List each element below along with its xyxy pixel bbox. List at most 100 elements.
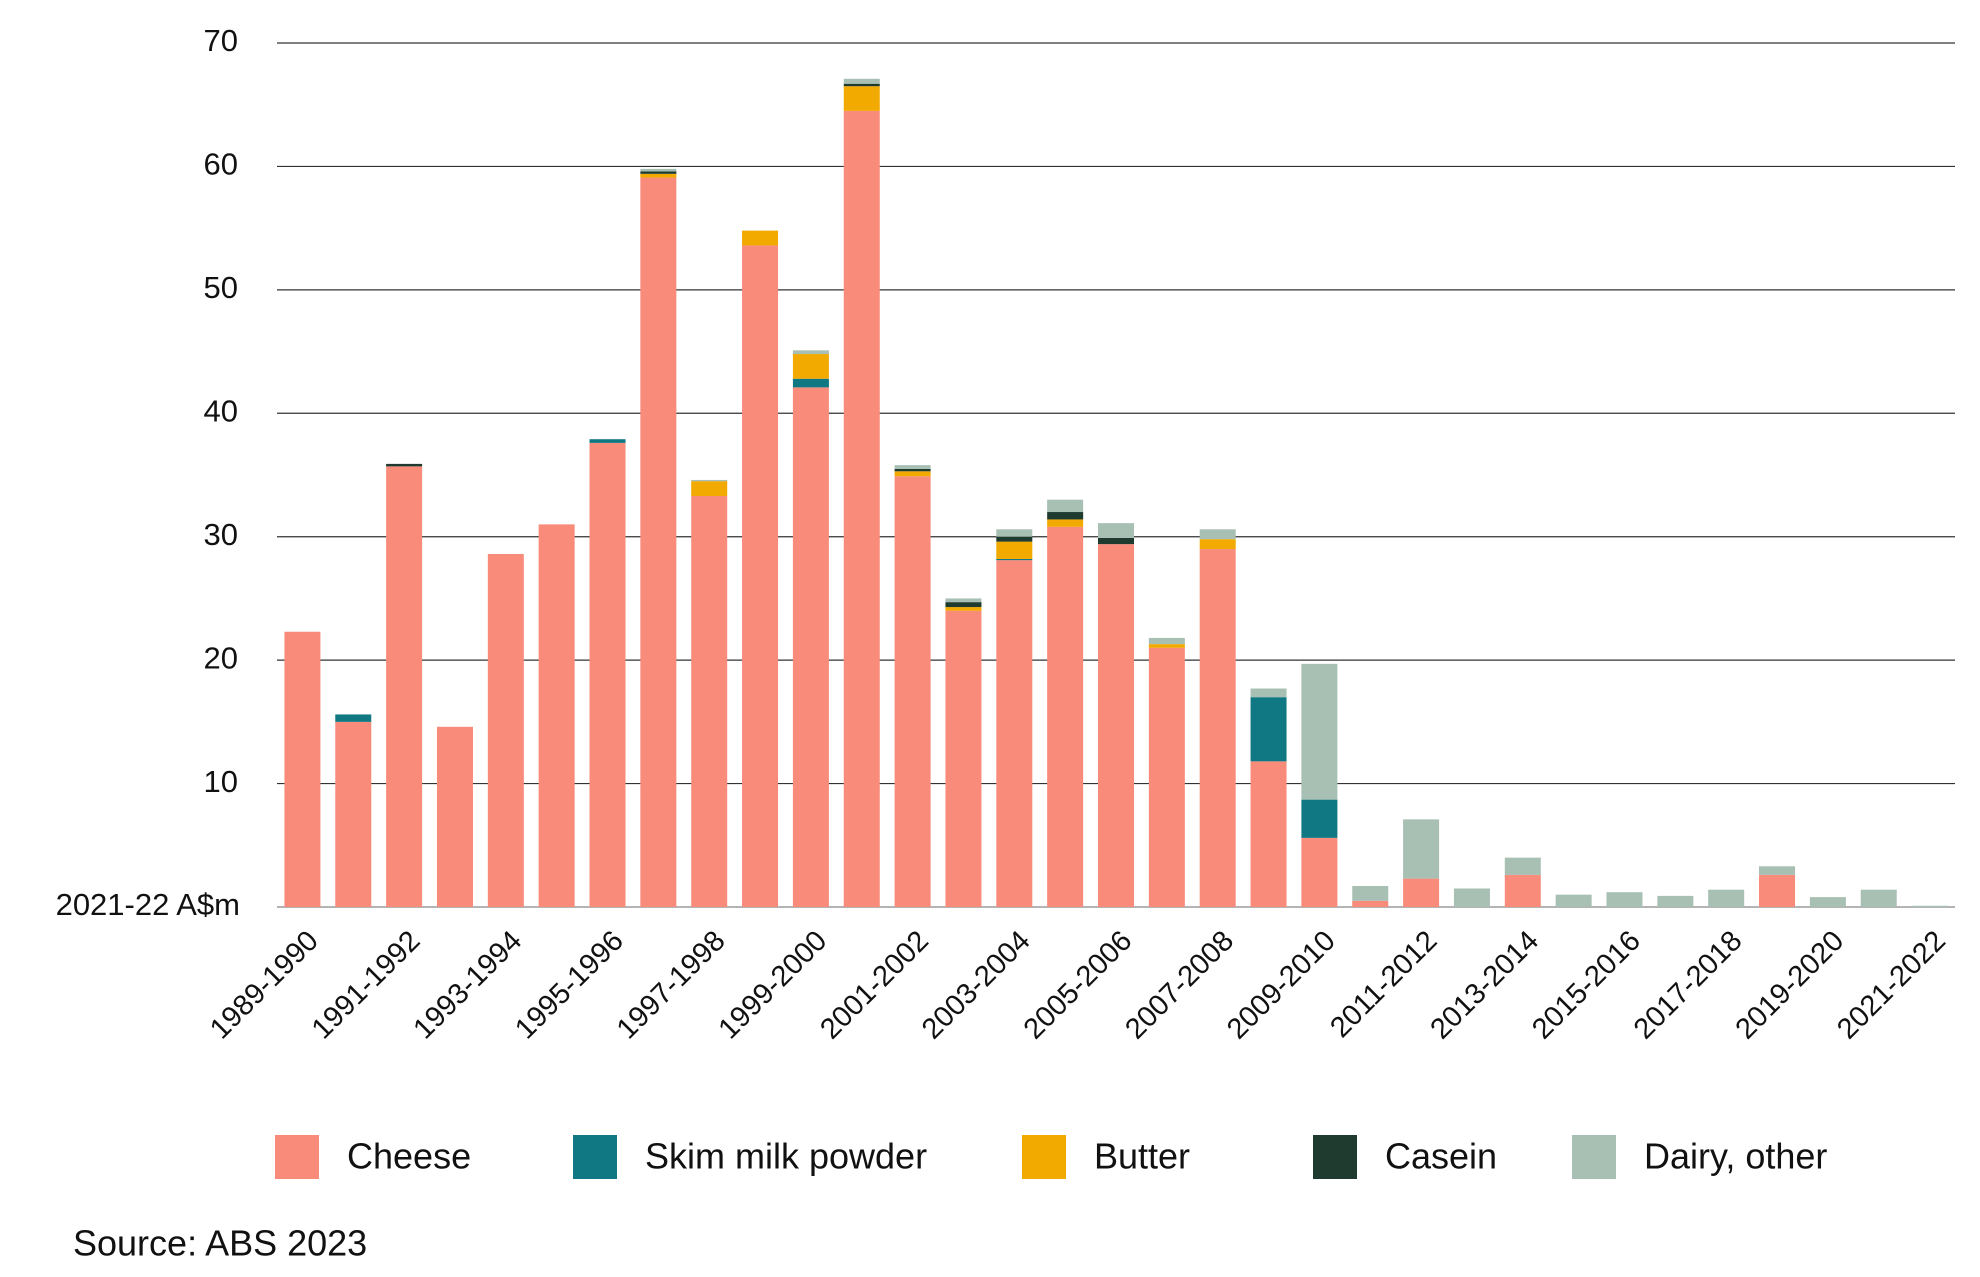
bar-segment xyxy=(843,86,880,111)
x-tick-label: 2007-2008 xyxy=(1119,925,1240,1046)
bar-segment xyxy=(742,245,779,907)
bar-segment xyxy=(792,378,829,388)
bar-segment xyxy=(538,524,575,907)
bar-segment xyxy=(1047,519,1084,527)
bar-segment xyxy=(386,466,423,907)
y-tick-label: 2021-22 A$m xyxy=(56,887,240,922)
bar-segment xyxy=(386,463,423,467)
legend-label: Butter xyxy=(1094,1136,1190,1177)
legend-swatch xyxy=(275,1135,319,1179)
bar-segment xyxy=(1098,537,1134,545)
bar-segment xyxy=(1148,644,1185,648)
bar-segment xyxy=(640,171,677,174)
x-tick-label: 2009-2010 xyxy=(1221,925,1342,1046)
bar-segment xyxy=(691,481,728,496)
bar-segment xyxy=(996,560,1033,907)
x-tick-label: 2019-2020 xyxy=(1730,925,1851,1046)
bar-segment xyxy=(1250,761,1287,907)
bar-segment xyxy=(1809,897,1846,907)
bar-segment xyxy=(1352,900,1389,907)
bar-segment xyxy=(996,541,1033,559)
bar-segment xyxy=(1301,837,1338,907)
bar-segment xyxy=(1301,799,1338,838)
x-tick-label: 1989-1990 xyxy=(204,925,325,1046)
bar-segment xyxy=(1759,866,1796,875)
x-tick-label: 2013-2014 xyxy=(1424,925,1545,1046)
legend-swatch xyxy=(1572,1135,1616,1179)
y-tick-label: 40 xyxy=(204,393,238,428)
bar-segment xyxy=(335,721,372,907)
y-tick-label: 50 xyxy=(204,270,238,305)
y-tick-label: 60 xyxy=(204,147,238,182)
bar-segment xyxy=(1453,888,1490,907)
bar-segment xyxy=(945,610,982,907)
x-tick-label: 2005-2006 xyxy=(1018,925,1139,1046)
x-tick-label: 1993-1994 xyxy=(407,925,528,1046)
bar-segment xyxy=(1504,874,1541,907)
bar-segment xyxy=(1759,874,1796,907)
x-tick-label: 2001-2002 xyxy=(814,925,935,1046)
x-tick-label: 2015-2016 xyxy=(1526,925,1647,1046)
bar-segment xyxy=(1403,819,1440,879)
bar-segment xyxy=(335,714,372,722)
bar-segment xyxy=(1250,697,1287,762)
bar-segment xyxy=(589,439,626,443)
bar-segment xyxy=(894,476,931,907)
bar-segment xyxy=(1403,878,1440,907)
bar-segment xyxy=(589,442,626,907)
bar-segment xyxy=(1047,512,1084,520)
bar-segment xyxy=(436,726,473,907)
bar-segment xyxy=(843,110,880,907)
legend-swatch xyxy=(1022,1135,1066,1179)
bar-segment xyxy=(1199,549,1236,907)
bar-segment xyxy=(1657,895,1694,907)
legend-swatch xyxy=(573,1135,617,1179)
bar-segment xyxy=(996,558,1033,561)
bar-segment xyxy=(1504,857,1541,875)
x-tick-label: 1995-1996 xyxy=(509,925,630,1046)
bar-segment xyxy=(792,350,829,355)
bar-segment xyxy=(1199,539,1236,550)
legend-swatch xyxy=(1313,1135,1357,1179)
bar-segment xyxy=(1098,544,1134,907)
bar-segment xyxy=(945,607,982,611)
bar-segment xyxy=(284,631,321,907)
bar-segment xyxy=(996,536,1033,542)
bar-segment xyxy=(792,387,829,907)
bar-segment xyxy=(843,83,880,87)
y-tick-label: 30 xyxy=(204,517,238,552)
bar-segment xyxy=(1606,892,1643,907)
bar-segment xyxy=(1098,523,1134,538)
legend-label: Dairy, other xyxy=(1644,1136,1827,1177)
bar-segment xyxy=(792,354,829,379)
bar-segment xyxy=(1708,889,1745,907)
x-tick-label: 2017-2018 xyxy=(1628,925,1749,1046)
bar-segment xyxy=(1352,886,1389,901)
bar-segment xyxy=(1911,905,1948,907)
legend-label: Cheese xyxy=(347,1136,471,1177)
bar-segment xyxy=(894,471,931,477)
bar-segment xyxy=(640,177,677,908)
y-tick-label: 20 xyxy=(204,640,238,675)
x-tick-label: 2021-2022 xyxy=(1831,925,1952,1046)
bar-segment xyxy=(1555,894,1592,907)
bar-segment xyxy=(1148,647,1185,907)
bar-segment xyxy=(843,78,880,84)
bar-segment xyxy=(996,529,1033,537)
bar-segment xyxy=(945,602,982,608)
bar-segment xyxy=(945,598,982,603)
y-tick-label: 10 xyxy=(204,764,238,799)
bar-segment xyxy=(1148,637,1185,645)
bar-segment xyxy=(1860,889,1897,907)
bar-segment xyxy=(487,553,524,907)
x-tick-label: 1991-1992 xyxy=(306,925,427,1046)
bar-segment xyxy=(691,479,728,482)
bar-segment xyxy=(1301,663,1338,800)
x-tick-label: 2011-2012 xyxy=(1324,925,1443,1044)
bar-segment xyxy=(1047,499,1084,513)
x-tick-label: 2003-2004 xyxy=(916,925,1037,1046)
bar-segment xyxy=(691,495,728,907)
bar-segment xyxy=(894,465,931,469)
y-tick-label: 70 xyxy=(204,23,238,58)
